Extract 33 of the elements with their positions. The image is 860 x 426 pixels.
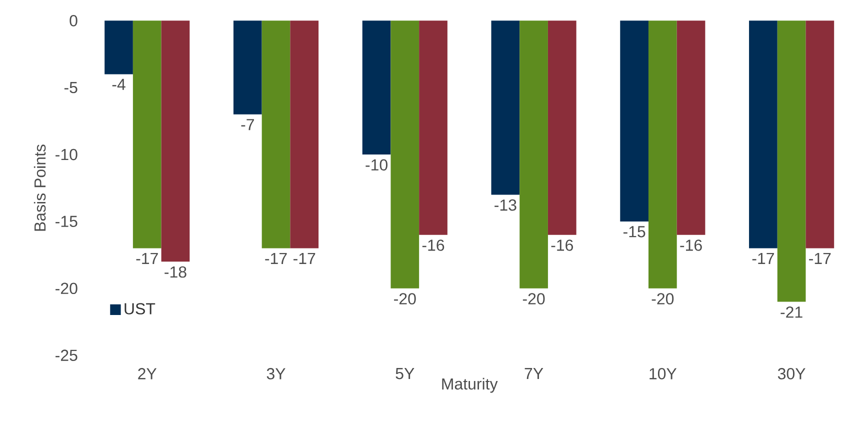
legend-label: UST [124, 303, 156, 314]
data-label: -15 [623, 226, 646, 238]
data-label: -20 [652, 293, 674, 304]
data-label: -16 [422, 240, 444, 251]
data-label: -17 [136, 252, 158, 264]
data-label: -21 [780, 306, 802, 318]
data-label: -10 [366, 159, 388, 171]
x-axis-title: Maturity [442, 378, 498, 393]
x-tick-label: 3Y [266, 368, 286, 380]
x-tick-label: 7Y [524, 368, 544, 380]
data-label: -13 [494, 199, 516, 211]
y-tick-label: -10 [56, 148, 78, 160]
y-tick-label: -5 [64, 82, 78, 94]
data-label: -4 [112, 78, 126, 90]
data-label: -20 [394, 293, 416, 304]
x-tick-label: 10Y [650, 368, 677, 380]
y-tick-label: 0 [70, 15, 78, 26]
data-label: -16 [680, 240, 702, 251]
data-label: -17 [265, 252, 287, 264]
data-label: -17 [752, 252, 774, 264]
data-label: -7 [241, 119, 254, 130]
y-tick-label: -20 [56, 282, 78, 294]
data-label: -20 [522, 293, 545, 304]
y-tick-label: -25 [56, 350, 78, 361]
data-label: -17 [809, 252, 831, 264]
data-label: -16 [551, 240, 573, 251]
x-tick-label: 5Y [396, 368, 414, 380]
y-axis-title: Basis Points [34, 144, 46, 231]
y-tick-label: -15 [56, 216, 78, 228]
x-tick-label: 2Y [138, 368, 157, 380]
data-label: -18 [164, 266, 186, 278]
data-label: -17 [294, 252, 316, 264]
x-tick-label: 30Y [778, 368, 806, 380]
